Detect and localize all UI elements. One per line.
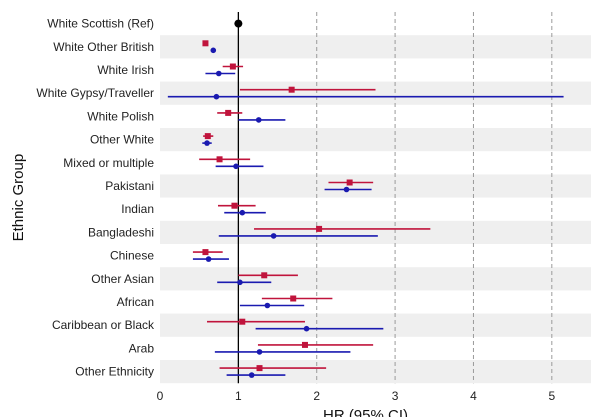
x-axis-ticks: 0 1 2 3 4 5 <box>157 389 556 403</box>
y-axis-title: Ethnic Group <box>10 154 27 242</box>
x-tick-label: 5 <box>548 389 555 403</box>
row-band <box>160 174 591 198</box>
y-tick-label: Arab <box>129 341 155 355</box>
hr-point-circle <box>264 302 271 309</box>
hr-point-circle <box>233 163 239 170</box>
hr-point-circle <box>343 186 350 193</box>
x-tick-label: 0 <box>157 389 164 403</box>
y-tick-label: African <box>117 295 154 309</box>
y-tick-label: Chinese <box>110 249 154 263</box>
hr-point-circle <box>237 279 243 286</box>
grid-lines <box>316 12 553 384</box>
hr-point-square <box>231 202 238 209</box>
interval-marks <box>167 19 564 378</box>
row-band <box>160 128 591 152</box>
hr-point-square <box>316 225 323 232</box>
hr-point-circle <box>248 372 255 378</box>
row-band <box>160 81 591 105</box>
hr-point-circle <box>205 256 212 262</box>
y-tick-label: Other Asian <box>91 272 154 286</box>
hr-point-square <box>216 156 223 163</box>
hr-point-circle <box>270 233 277 239</box>
hr-point-square <box>225 109 232 116</box>
x-tick-label: 3 <box>392 389 399 403</box>
x-tick-label: 4 <box>470 389 477 403</box>
row-band <box>160 360 591 384</box>
reference-point <box>234 19 243 28</box>
hr-point-circle <box>256 349 263 355</box>
y-tick-label: White Irish <box>97 63 154 77</box>
hr-point-square <box>204 133 211 140</box>
y-tick-label: Pakistani <box>105 179 154 193</box>
y-tick-label: White Polish <box>87 109 154 123</box>
row-band <box>160 220 591 244</box>
y-tick-label: Other White <box>90 133 154 147</box>
y-tick-label: Other Ethnicity <box>75 365 154 379</box>
y-axis-labels: White Scottish (Ref) White Other British W… <box>36 17 155 379</box>
y-tick-label: Bangladeshi <box>88 225 154 239</box>
hr-point-circle <box>215 70 222 77</box>
hr-point-square <box>202 40 209 47</box>
row-band <box>160 267 591 291</box>
hr-point-square <box>288 86 295 93</box>
hr-point-square <box>239 318 246 325</box>
y-tick-label: Caribbean or Black <box>52 318 155 332</box>
row-band <box>160 35 591 59</box>
hr-point-square <box>301 341 308 348</box>
hr-point-circle <box>239 209 246 216</box>
hr-point-square <box>346 179 353 186</box>
x-tick-label: 2 <box>313 389 320 403</box>
x-tick-label: 1 <box>235 389 242 403</box>
hr-point-circle <box>210 47 217 54</box>
y-tick-label: White Gypsy/Traveller <box>36 86 154 100</box>
row-bands <box>160 35 591 384</box>
hr-point-circle <box>213 93 220 100</box>
y-tick-label: White Other British <box>53 40 154 54</box>
hr-point-square <box>261 272 268 279</box>
x-axis-title: HR (95% CI) <box>323 407 408 417</box>
y-tick-label: White Scottish (Ref) <box>47 17 154 31</box>
hr-point-circle <box>255 117 262 123</box>
row-band <box>160 313 591 337</box>
hr-point-square <box>229 63 236 70</box>
hr-point-square <box>290 295 297 302</box>
y-tick-label: Mixed or multiple <box>63 156 154 170</box>
hr-point-circle <box>303 325 310 332</box>
y-tick-label: Indian <box>121 202 154 216</box>
hr-point-circle <box>204 140 210 146</box>
hr-point-square <box>202 249 209 256</box>
hr-point-square <box>256 365 263 372</box>
